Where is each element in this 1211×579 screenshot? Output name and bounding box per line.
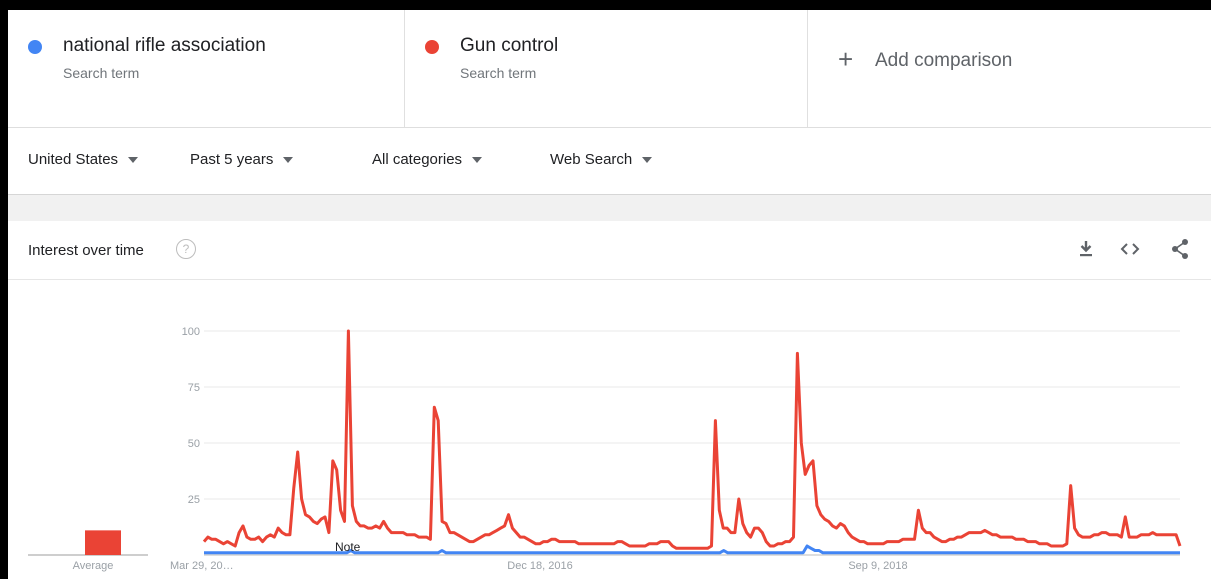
help-icon[interactable]: ? xyxy=(176,239,196,259)
x-tick-label: Dec 18, 2016 xyxy=(507,560,572,572)
term-type-label: Search term xyxy=(63,65,140,81)
interest-over-time-card: Interest over time ? 25 50 75 100 Average N… xyxy=(8,221,1211,579)
term-type-label: Search term xyxy=(460,65,537,81)
average-label: Average xyxy=(73,560,114,572)
card-header: Interest over time ? xyxy=(8,221,1211,280)
y-tick-label: 50 xyxy=(188,438,200,450)
average-bar-gun-control xyxy=(85,530,121,555)
term-name[interactable]: national rifle association xyxy=(63,35,266,56)
region-dropdown[interactable]: United States xyxy=(28,151,139,168)
time-range-value: Past 5 years xyxy=(190,151,274,168)
section-divider xyxy=(8,195,1211,221)
share-icon[interactable] xyxy=(1168,237,1192,261)
series-color-dot-icon xyxy=(28,40,42,54)
caret-down-icon xyxy=(128,157,139,164)
term-name[interactable]: Gun control xyxy=(460,35,559,56)
caret-down-icon xyxy=(472,157,483,164)
filter-bar: United States Past 5 years All categorie… xyxy=(8,128,1211,195)
category-value: All categories xyxy=(372,151,463,168)
term-card-national-rifle-association[interactable]: national rifle association Search term xyxy=(8,10,405,127)
category-dropdown[interactable]: All categories xyxy=(372,151,483,168)
series-line-national-rifle-association xyxy=(204,544,1180,555)
plus-icon: + xyxy=(838,44,854,74)
series-color-dot-icon xyxy=(425,40,439,54)
search-type-value: Web Search xyxy=(550,151,633,168)
add-comparison-button[interactable]: + Add comparison xyxy=(808,10,1211,127)
trends-panel: national rifle association Search term G… xyxy=(8,10,1211,579)
series-line-gun-control xyxy=(202,329,1182,550)
caret-down-icon xyxy=(283,157,294,164)
add-comparison-label: Add comparison xyxy=(875,50,1013,71)
region-value: United States xyxy=(28,151,119,168)
x-tick-label: Sep 9, 2018 xyxy=(848,560,907,572)
download-icon[interactable] xyxy=(1074,237,1098,261)
search-type-dropdown[interactable]: Web Search xyxy=(550,151,653,168)
embed-icon[interactable] xyxy=(1118,237,1142,261)
time-range-dropdown[interactable]: Past 5 years xyxy=(190,151,294,168)
comparison-bar: national rifle association Search term G… xyxy=(8,10,1211,128)
y-tick-label: 25 xyxy=(188,494,200,506)
note-annotation: Note xyxy=(335,540,361,554)
caret-down-icon xyxy=(642,157,653,164)
card-title: Interest over time xyxy=(28,242,144,259)
interest-chart: 25 50 75 100 Average Note Mar 29, 20… Dec 18… xyxy=(28,326,1182,572)
term-card-gun-control[interactable]: Gun control Search term xyxy=(405,10,808,127)
x-tick-label: Mar 29, 20… xyxy=(170,560,234,572)
y-tick-label: 100 xyxy=(182,326,200,338)
y-tick-label: 75 xyxy=(188,382,200,394)
